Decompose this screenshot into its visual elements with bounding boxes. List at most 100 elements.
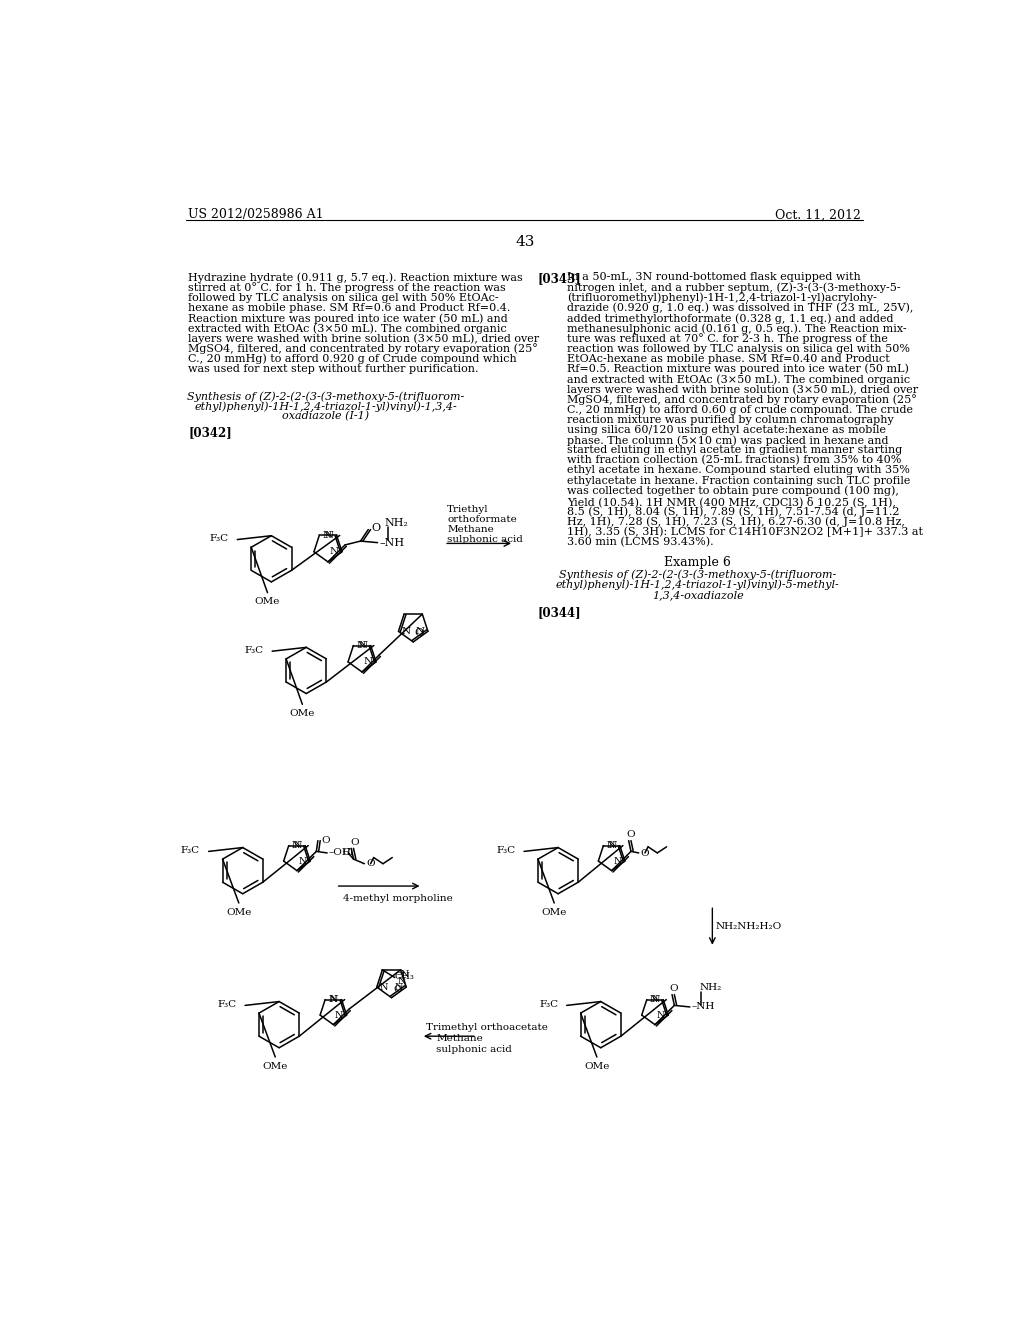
Text: methanesulphonic acid (0.161 g, 0.5 eq.). The Reaction mix-: methanesulphonic acid (0.161 g, 0.5 eq.)…	[566, 323, 906, 334]
Text: reaction mixture was purified by column chromatography: reaction mixture was purified by column …	[566, 414, 893, 425]
Text: ethylacetate in hexane. Fraction containing such TLC profile: ethylacetate in hexane. Fraction contain…	[566, 475, 910, 486]
Text: O: O	[372, 523, 381, 533]
Text: Reaction mixture was poured into ice water (50 mL) and: Reaction mixture was poured into ice wat…	[188, 313, 508, 323]
Text: N: N	[323, 531, 332, 540]
Text: N: N	[356, 642, 366, 649]
Text: F₃C: F₃C	[217, 1001, 237, 1008]
Text: stirred at 0° C. for 1 h. The progress of the reaction was: stirred at 0° C. for 1 h. The progress o…	[188, 282, 506, 293]
Text: N: N	[651, 995, 660, 1005]
Text: was used for next step without further purification.: was used for next step without further p…	[188, 364, 479, 374]
Text: Rf=0.5. Reaction mixture was poured into ice water (50 mL): Rf=0.5. Reaction mixture was poured into…	[566, 364, 908, 375]
Text: N: N	[398, 977, 407, 986]
Text: N: N	[325, 531, 334, 540]
Text: C., 20 mmHg) to afford 0.60 g of crude compound. The crude: C., 20 mmHg) to afford 0.60 g of crude c…	[566, 404, 912, 414]
Text: O: O	[640, 849, 649, 858]
Text: N: N	[656, 1011, 666, 1019]
Text: C., 20 mmHg) to afford 0.920 g of Crude compound which: C., 20 mmHg) to afford 0.920 g of Crude …	[188, 354, 517, 364]
Text: nitrogen inlet, and a rubber septum, (Z)-3-(3-(3-methoxy-5-: nitrogen inlet, and a rubber septum, (Z)…	[566, 282, 900, 293]
Text: OMe: OMe	[262, 1061, 288, 1071]
Text: N: N	[330, 995, 339, 1005]
Text: oxadiazole (I-1): oxadiazole (I-1)	[282, 411, 370, 421]
Text: 4-methyl morpholine: 4-methyl morpholine	[343, 894, 454, 903]
Text: Synthesis of (Z)-2-(2-(3-(3-methoxy-5-(trifluorom-: Synthesis of (Z)-2-(2-(3-(3-methoxy-5-(t…	[187, 391, 464, 401]
Text: OMe: OMe	[290, 709, 315, 718]
Text: N: N	[294, 841, 302, 850]
Text: N: N	[299, 857, 307, 866]
Text: O: O	[626, 830, 635, 840]
Text: followed by TLC analysis on silica gel with 50% EtOAc-: followed by TLC analysis on silica gel w…	[188, 293, 499, 302]
Text: hexane as mobile phase. SM Rf=0.6 and Product Rf=0.4.: hexane as mobile phase. SM Rf=0.6 and Pr…	[188, 302, 511, 313]
Text: ethyl)phenyl)-1H-1,2,4-triazol-1-yl)vinyl)-1,3,4-: ethyl)phenyl)-1H-1,2,4-triazol-1-yl)viny…	[195, 401, 457, 412]
Text: N: N	[358, 642, 368, 649]
Text: [0344]: [0344]	[538, 606, 581, 619]
Text: N: N	[330, 548, 339, 556]
Text: O: O	[351, 838, 359, 847]
Text: using silica 60/120 using ethyl acetate:hexane as mobile: using silica 60/120 using ethyl acetate:…	[566, 425, 886, 434]
Text: extracted with EtOAc (3×50 mL). The combined organic: extracted with EtOAc (3×50 mL). The comb…	[188, 323, 507, 334]
Text: started eluting in ethyl acetate in gradient manner starting: started eluting in ethyl acetate in grad…	[566, 445, 902, 455]
Text: N: N	[613, 857, 622, 866]
Text: N: N	[292, 841, 300, 850]
Text: OMe: OMe	[542, 908, 567, 916]
Text: Cl: Cl	[342, 849, 353, 858]
Text: O: O	[415, 628, 424, 638]
Text: F₃C: F₃C	[539, 1001, 558, 1008]
Text: MgSO4, filtered, and concentrated by rotary evaporation (25°: MgSO4, filtered, and concentrated by rot…	[188, 343, 539, 354]
Text: Oct. 11, 2012: Oct. 11, 2012	[775, 209, 861, 222]
Text: Example 6: Example 6	[665, 556, 731, 569]
Text: N: N	[650, 995, 658, 1005]
Text: N: N	[394, 982, 403, 991]
Text: Methane: Methane	[436, 1034, 483, 1043]
Text: phase. The column (5×10 cm) was packed in hexane and: phase. The column (5×10 cm) was packed i…	[566, 436, 888, 446]
Text: [0343]: [0343]	[538, 272, 581, 285]
Text: Hz, 1H), 7.28 (S, 1H), 7.23 (S, 1H), 6.27-6.30 (d, J=10.8 Hz,: Hz, 1H), 7.28 (S, 1H), 7.23 (S, 1H), 6.2…	[566, 516, 904, 527]
Text: Hydrazine hydrate (0.911 g, 5.7 eq.). Reaction mixture was: Hydrazine hydrate (0.911 g, 5.7 eq.). Re…	[188, 272, 523, 282]
Text: Methane: Methane	[447, 525, 494, 533]
Text: EtOAc-hexane as mobile phase. SM Rf=0.40 and Product: EtOAc-hexane as mobile phase. SM Rf=0.40…	[566, 354, 890, 364]
Text: OMe: OMe	[255, 597, 281, 606]
Text: MgSO4, filtered, and concentrated by rotary evaporation (25°: MgSO4, filtered, and concentrated by rot…	[566, 395, 916, 405]
Text: –OH: –OH	[329, 849, 351, 858]
Text: N: N	[606, 841, 615, 850]
Text: F₃C: F₃C	[245, 645, 263, 655]
Text: Trimethyl orthoacetate: Trimethyl orthoacetate	[426, 1023, 548, 1032]
Text: 8.5 (S, 1H), 8.04 (S, 1H), 7.89 (S, 1H), 7.51-7.54 (d, J=11.2: 8.5 (S, 1H), 8.04 (S, 1H), 7.89 (S, 1H),…	[566, 506, 899, 516]
Text: (trifluoromethyl)phenyl)-1H-1,2,4-triazol-1-yl)acrylohy-: (trifluoromethyl)phenyl)-1H-1,2,4-triazo…	[566, 293, 877, 304]
Text: sulphonic acid: sulphonic acid	[447, 535, 523, 544]
Text: layers were washed with brine solution (3×50 mL), dried over: layers were washed with brine solution (…	[566, 384, 918, 395]
Text: O: O	[393, 985, 401, 994]
Text: N: N	[608, 841, 616, 850]
Text: N: N	[364, 657, 373, 667]
Text: Synthesis of (Z)-2-(2-(3-(3-methoxy-5-(trifluorom-: Synthesis of (Z)-2-(2-(3-(3-methoxy-5-(t…	[559, 570, 837, 581]
Text: Triethyl: Triethyl	[447, 506, 488, 513]
Text: layers were washed with brine solution (3×50 mL), dried over: layers were washed with brine solution (…	[188, 334, 540, 345]
Text: N: N	[329, 995, 337, 1005]
Text: ethyl)phenyl)-1H-1,2,4-triazol-1-yl)vinyl)-5-methyl-: ethyl)phenyl)-1H-1,2,4-triazol-1-yl)viny…	[556, 579, 840, 590]
Text: –N: –N	[396, 970, 410, 979]
Text: US 2012/0258986 A1: US 2012/0258986 A1	[188, 209, 324, 222]
Text: orthoformate: orthoformate	[447, 515, 517, 524]
Text: OMe: OMe	[226, 908, 252, 916]
Text: 1H), 3.35 (S, 3H): LCMS for C14H10F3N2O2 [M+1]+ 337.3 at: 1H), 3.35 (S, 3H): LCMS for C14H10F3N2O2…	[566, 527, 923, 537]
Text: NH₂: NH₂	[385, 519, 409, 528]
Text: Yield (10.54). 1H NMR (400 MHz, CDCl3) δ 10.25 (S, 1H),: Yield (10.54). 1H NMR (400 MHz, CDCl3) δ…	[566, 496, 896, 507]
Text: CH₃: CH₃	[394, 972, 414, 981]
Text: OMe: OMe	[584, 1061, 609, 1071]
Text: 43: 43	[515, 235, 535, 249]
Text: –NH: –NH	[691, 1002, 715, 1011]
Text: and extracted with EtOAc (3×50 mL). The combined organic: and extracted with EtOAc (3×50 mL). The …	[566, 374, 909, 384]
Text: O: O	[322, 836, 331, 845]
Text: was collected together to obtain pure compound (100 mg),: was collected together to obtain pure co…	[566, 486, 898, 496]
Text: ethyl acetate in hexane. Compound started eluting with 35%: ethyl acetate in hexane. Compound starte…	[566, 466, 909, 475]
Text: N: N	[380, 982, 388, 991]
Text: NH₂NH₂H₂O: NH₂NH₂H₂O	[716, 921, 781, 931]
Text: NH₂: NH₂	[699, 983, 722, 993]
Text: 1,3,4-oxadiazole: 1,3,4-oxadiazole	[651, 590, 743, 599]
Text: In a 50-mL, 3N round-bottomed flask equipped with: In a 50-mL, 3N round-bottomed flask equi…	[566, 272, 860, 282]
Text: O: O	[670, 985, 678, 993]
Text: N: N	[335, 1011, 343, 1019]
Text: drazide (0.920 g, 1.0 eq.) was dissolved in THF (23 mL, 25V),: drazide (0.920 g, 1.0 eq.) was dissolved…	[566, 302, 913, 313]
Text: [0342]: [0342]	[188, 426, 232, 440]
Text: O: O	[366, 859, 375, 869]
Text: with fraction collection (25-mL fractions) from 35% to 40%: with fraction collection (25-mL fraction…	[566, 455, 901, 466]
